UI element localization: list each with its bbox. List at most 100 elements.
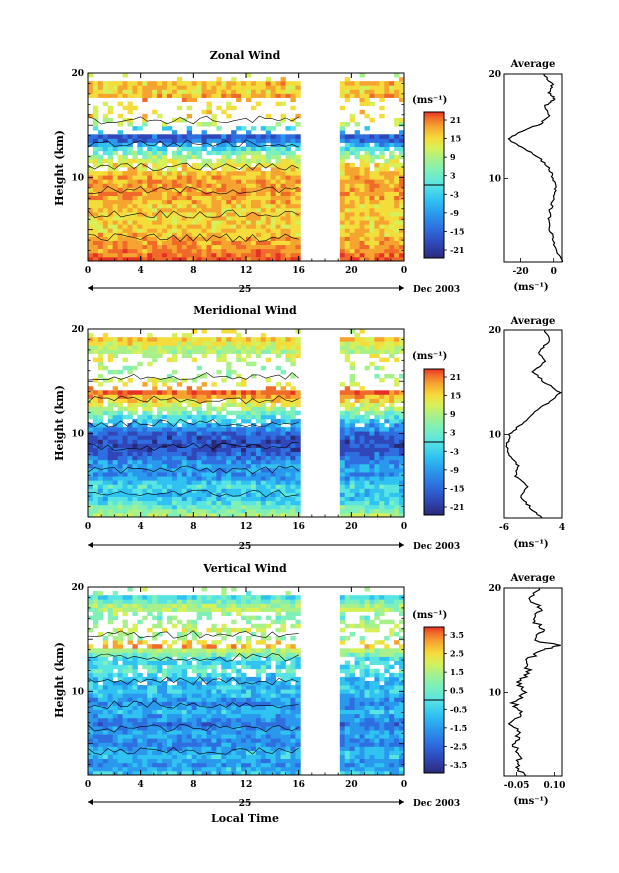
heatmap-cell	[107, 232, 114, 237]
heatmap-cell	[196, 423, 202, 428]
heatmap-cell	[369, 179, 375, 184]
heatmap-cell	[255, 146, 262, 152]
heatmap-cell	[122, 488, 128, 493]
heatmap-cell	[354, 382, 360, 387]
heatmap-cell	[186, 130, 193, 135]
heatmap-cell	[122, 508, 128, 514]
heatmap-cell	[157, 256, 163, 262]
heatmap-cell	[127, 248, 133, 254]
heatmap-cell	[112, 463, 119, 469]
unit-label: (ms⁻¹)	[412, 95, 447, 106]
heatmap-cell	[379, 97, 385, 103]
heatmap-cell	[250, 224, 257, 229]
heatmap-cell	[152, 472, 158, 477]
heatmap-cell	[112, 758, 119, 764]
heatmap-cell	[102, 394, 109, 399]
heatmap-cell	[88, 191, 94, 197]
heatmap-cell	[226, 236, 232, 241]
heatmap-cell	[127, 162, 133, 168]
heatmap-cell	[88, 488, 94, 493]
heatmap-cell	[152, 224, 158, 229]
heatmap-cell	[181, 750, 188, 755]
heatmap-cell	[280, 93, 286, 98]
heatmap-cell	[236, 207, 242, 213]
heatmap-cell	[369, 81, 375, 86]
heatmap-cell	[88, 500, 94, 506]
heatmap-cell	[236, 146, 242, 152]
heatmap-cell	[127, 451, 133, 457]
heatmap-cell	[339, 228, 346, 233]
heatmap-cell	[339, 766, 346, 772]
heatmap-cell	[127, 224, 133, 229]
heatmap-cell	[196, 758, 202, 764]
heatmap-cell	[226, 455, 232, 461]
heatmap-cell	[176, 476, 183, 481]
heatmap-cell	[92, 256, 99, 262]
heatmap-cell	[364, 447, 370, 453]
heatmap-cell	[285, 508, 291, 514]
heatmap-cell	[260, 398, 267, 403]
heatmap-cell	[107, 228, 114, 233]
heatmap-cell	[147, 455, 153, 461]
heatmap-cell	[349, 240, 356, 246]
heatmap-cell	[112, 467, 119, 473]
heatmap-cell	[290, 406, 296, 412]
heatmap-cell	[157, 236, 163, 241]
heatmap-cell	[241, 187, 247, 192]
heatmap-cell	[280, 142, 286, 147]
heatmap-cell	[211, 183, 217, 188]
heatmap-cell	[142, 754, 148, 760]
heatmap-cell	[250, 480, 257, 485]
heatmap-cell	[221, 443, 227, 448]
heatmap-cell	[221, 158, 227, 164]
heatmap-cell	[201, 459, 207, 465]
heatmap-cell	[152, 427, 158, 432]
heatmap-cell	[137, 492, 143, 497]
heatmap-cell	[107, 762, 114, 768]
heatmap-cell	[394, 414, 400, 420]
heatmap-cell	[186, 179, 193, 184]
heatmap-cell	[152, 414, 158, 420]
heatmap-cell	[127, 117, 133, 123]
heatmap-cell	[364, 398, 370, 403]
heatmap-cell	[97, 734, 104, 739]
heatmap-cell	[379, 220, 385, 225]
heatmap-cell	[186, 472, 193, 477]
heatmap-cell	[162, 93, 168, 98]
heatmap-cell	[290, 394, 296, 399]
heatmap-cell	[201, 162, 207, 168]
heatmap-cell	[399, 459, 405, 465]
heatmap-cell	[384, 191, 390, 197]
heatmap-cell	[359, 488, 365, 493]
heatmap-cell	[226, 443, 232, 448]
heatmap-cell	[364, 134, 370, 139]
heatmap-cell	[92, 738, 99, 743]
heatmap-cell	[241, 766, 247, 772]
heatmap-cell	[285, 488, 291, 493]
heatmap-cell	[374, 240, 380, 246]
heatmap-cell	[147, 472, 153, 477]
heatmap-cell	[176, 754, 183, 760]
heatmap-cell	[196, 738, 202, 743]
heatmap-cell	[285, 754, 291, 760]
heatmap-cell	[270, 199, 277, 205]
heatmap-cell	[285, 762, 291, 768]
heatmap-cell	[186, 742, 193, 747]
heatmap-cell	[206, 459, 212, 465]
average-x-tick-label: 0	[551, 267, 557, 277]
heatmap-cell	[211, 512, 217, 518]
heatmap-cell	[191, 500, 198, 506]
heatmap-cell	[354, 195, 360, 201]
heatmap-cell	[275, 179, 281, 184]
heatmap-cell	[102, 85, 109, 90]
heatmap-cell	[265, 386, 272, 391]
heatmap-cell	[255, 508, 262, 514]
heatmap-cell	[157, 476, 163, 481]
heatmap-cell	[88, 738, 94, 743]
heatmap-cell	[280, 754, 286, 760]
heatmap-cell	[236, 725, 242, 731]
heatmap-cell	[260, 435, 267, 440]
heatmap-cell	[265, 406, 272, 412]
